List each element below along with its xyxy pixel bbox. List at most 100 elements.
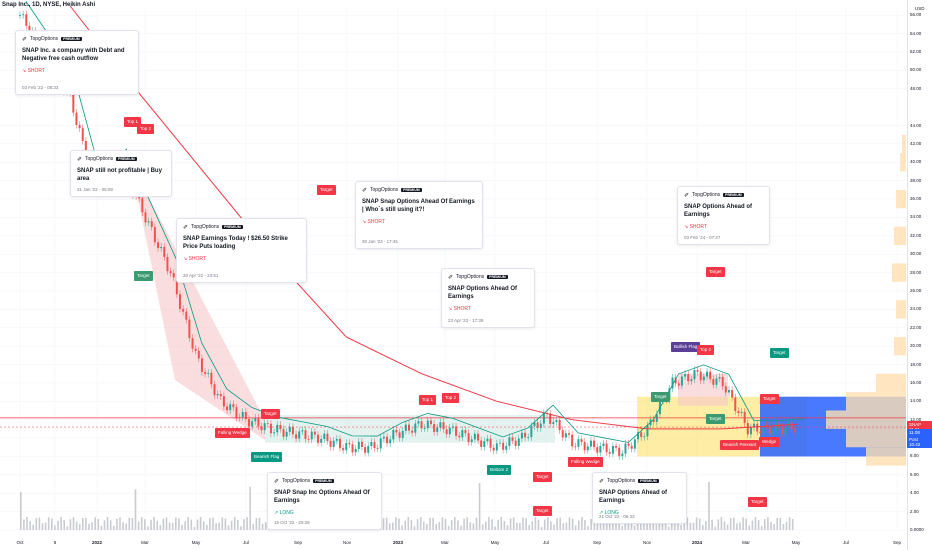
volume-bar xyxy=(97,518,100,530)
author-logo-icon: ✐ xyxy=(22,36,28,43)
candle-body xyxy=(175,277,178,295)
volume-bar xyxy=(664,519,667,530)
y-tick-label: 28.00 xyxy=(910,269,922,275)
candle-body xyxy=(762,425,765,434)
candle-body xyxy=(213,384,216,396)
candle-body xyxy=(445,429,448,435)
volume-bar xyxy=(38,517,41,530)
volume-bar xyxy=(426,524,428,530)
candle-body xyxy=(558,419,561,431)
x-tick-label: Mar xyxy=(441,540,449,545)
volume-bar xyxy=(491,519,493,530)
candle-body xyxy=(727,389,730,393)
volume-bar xyxy=(646,523,648,530)
idea-title: SNAP Snap Inc Options Ahead Of Earnings xyxy=(274,490,370,504)
candle-body xyxy=(511,437,514,441)
author-logo-icon: ✐ xyxy=(274,478,280,485)
candle-body xyxy=(520,432,523,439)
idea-card[interactable]: ✐ TopgOptions PREMIUM SNAP Options Ahead o… xyxy=(592,472,687,524)
candle-body xyxy=(235,407,238,418)
premium-badge: PREMIUM xyxy=(723,193,744,197)
bottom2-label: Bottom 2 xyxy=(487,465,512,475)
volume-bar xyxy=(702,524,704,530)
candle-body xyxy=(232,404,235,408)
candle-body xyxy=(495,443,498,451)
target-label: Target xyxy=(760,394,779,404)
candle-body xyxy=(687,374,690,382)
candle-body xyxy=(524,432,527,438)
candle-body xyxy=(166,256,169,272)
candle-body xyxy=(492,447,495,451)
volume-bar xyxy=(35,518,38,530)
chart-title: Snap Inc., 1D, NYSE, Heikin Ashi xyxy=(2,2,96,8)
volume-bar xyxy=(78,524,81,530)
volume-bar xyxy=(407,517,410,530)
volume-profile-bar xyxy=(892,263,906,282)
idea-card[interactable]: ✐ TopgOptions PREMIUM SNAP Snap Inc Option… xyxy=(267,472,382,530)
volume-bar xyxy=(686,517,689,530)
candle-body xyxy=(630,445,633,449)
candle-body xyxy=(81,128,84,141)
idea-card[interactable]: ✐ TopgOptions PREMIUM SNAP Options Ahead o… xyxy=(677,186,770,245)
candle-body xyxy=(147,221,150,223)
candle-body xyxy=(530,426,533,438)
candle-body xyxy=(248,419,251,427)
candle-body xyxy=(671,377,674,389)
candle-body xyxy=(160,246,163,249)
idea-date: 03 Feb '22 - 08:33 xyxy=(22,85,59,90)
volume-bar xyxy=(677,520,679,530)
idea-direction: ↘ SHORT xyxy=(183,256,207,262)
post-market-tag: Post 10.42 xyxy=(907,436,932,448)
volume-bar xyxy=(134,489,137,530)
candle-body xyxy=(721,377,724,387)
candle-body xyxy=(153,227,156,243)
x-tick-label: 8 xyxy=(53,540,57,545)
volume-bar xyxy=(202,521,205,530)
price-axis[interactable] xyxy=(907,0,932,550)
idea-card[interactable]: ✐ TopgOptions PREMIUM SNAP Snap Options Ah… xyxy=(355,181,483,249)
volume-bar xyxy=(692,522,695,530)
volume-bar xyxy=(20,492,22,530)
top1-label: Top 1 xyxy=(124,117,142,127)
idea-card[interactable]: ✐ TopgOptions PREMIUM SNAP Earnings Today … xyxy=(176,218,307,283)
idea-date: 21 Oct '23 - 06:22 xyxy=(599,514,635,519)
candle-body xyxy=(22,14,25,16)
volume-bar xyxy=(401,525,403,530)
idea-title: SNAP Options Ahead Of Earnings xyxy=(448,286,518,300)
volume-bar xyxy=(531,521,534,530)
candle-body xyxy=(486,438,489,442)
candle-body xyxy=(740,411,743,414)
candle-body xyxy=(564,433,567,438)
idea-card[interactable]: ✐ TopgOptions PREMIUM SNAP still not profi… xyxy=(70,150,172,197)
volume-profile-bar xyxy=(826,410,906,429)
volume-bar xyxy=(233,517,236,530)
volume-bar xyxy=(454,517,456,530)
candle-body xyxy=(78,124,81,129)
volume-bar xyxy=(23,519,25,530)
idea-title: SNAP Options Ahead of Earnings xyxy=(599,490,668,504)
volume-bar xyxy=(497,519,499,530)
candle-body xyxy=(624,443,627,454)
candle-body xyxy=(618,447,621,457)
candle-body xyxy=(207,372,210,374)
volume-bar xyxy=(612,522,614,530)
volume-bar xyxy=(751,520,754,530)
candle-body xyxy=(605,443,608,453)
volume-bar xyxy=(506,525,509,530)
volume-bar xyxy=(729,518,732,530)
volume-bar xyxy=(47,517,50,530)
y-tick-label: 56.00 xyxy=(910,12,922,18)
candle-body xyxy=(200,358,203,372)
candle-body xyxy=(539,423,542,429)
idea-card[interactable]: ✐ TopgOptions PREMIUM SNAP Options Ahead O… xyxy=(441,268,535,328)
idea-title: SNAP Inc. a company with Debt and Negati… xyxy=(22,48,125,62)
y-tick-label: 44.00 xyxy=(910,122,922,128)
volume-bar xyxy=(578,520,580,530)
volume-bar xyxy=(66,526,69,530)
volume-bar xyxy=(736,523,738,530)
volume-bar xyxy=(785,521,788,530)
candle-body xyxy=(749,427,752,435)
idea-card[interactable]: ✐ TopgOptions PREMIUM SNAP Inc. a company … xyxy=(15,30,139,95)
post-price-tag: 11.08 xyxy=(907,429,932,436)
candle-body xyxy=(310,431,313,440)
